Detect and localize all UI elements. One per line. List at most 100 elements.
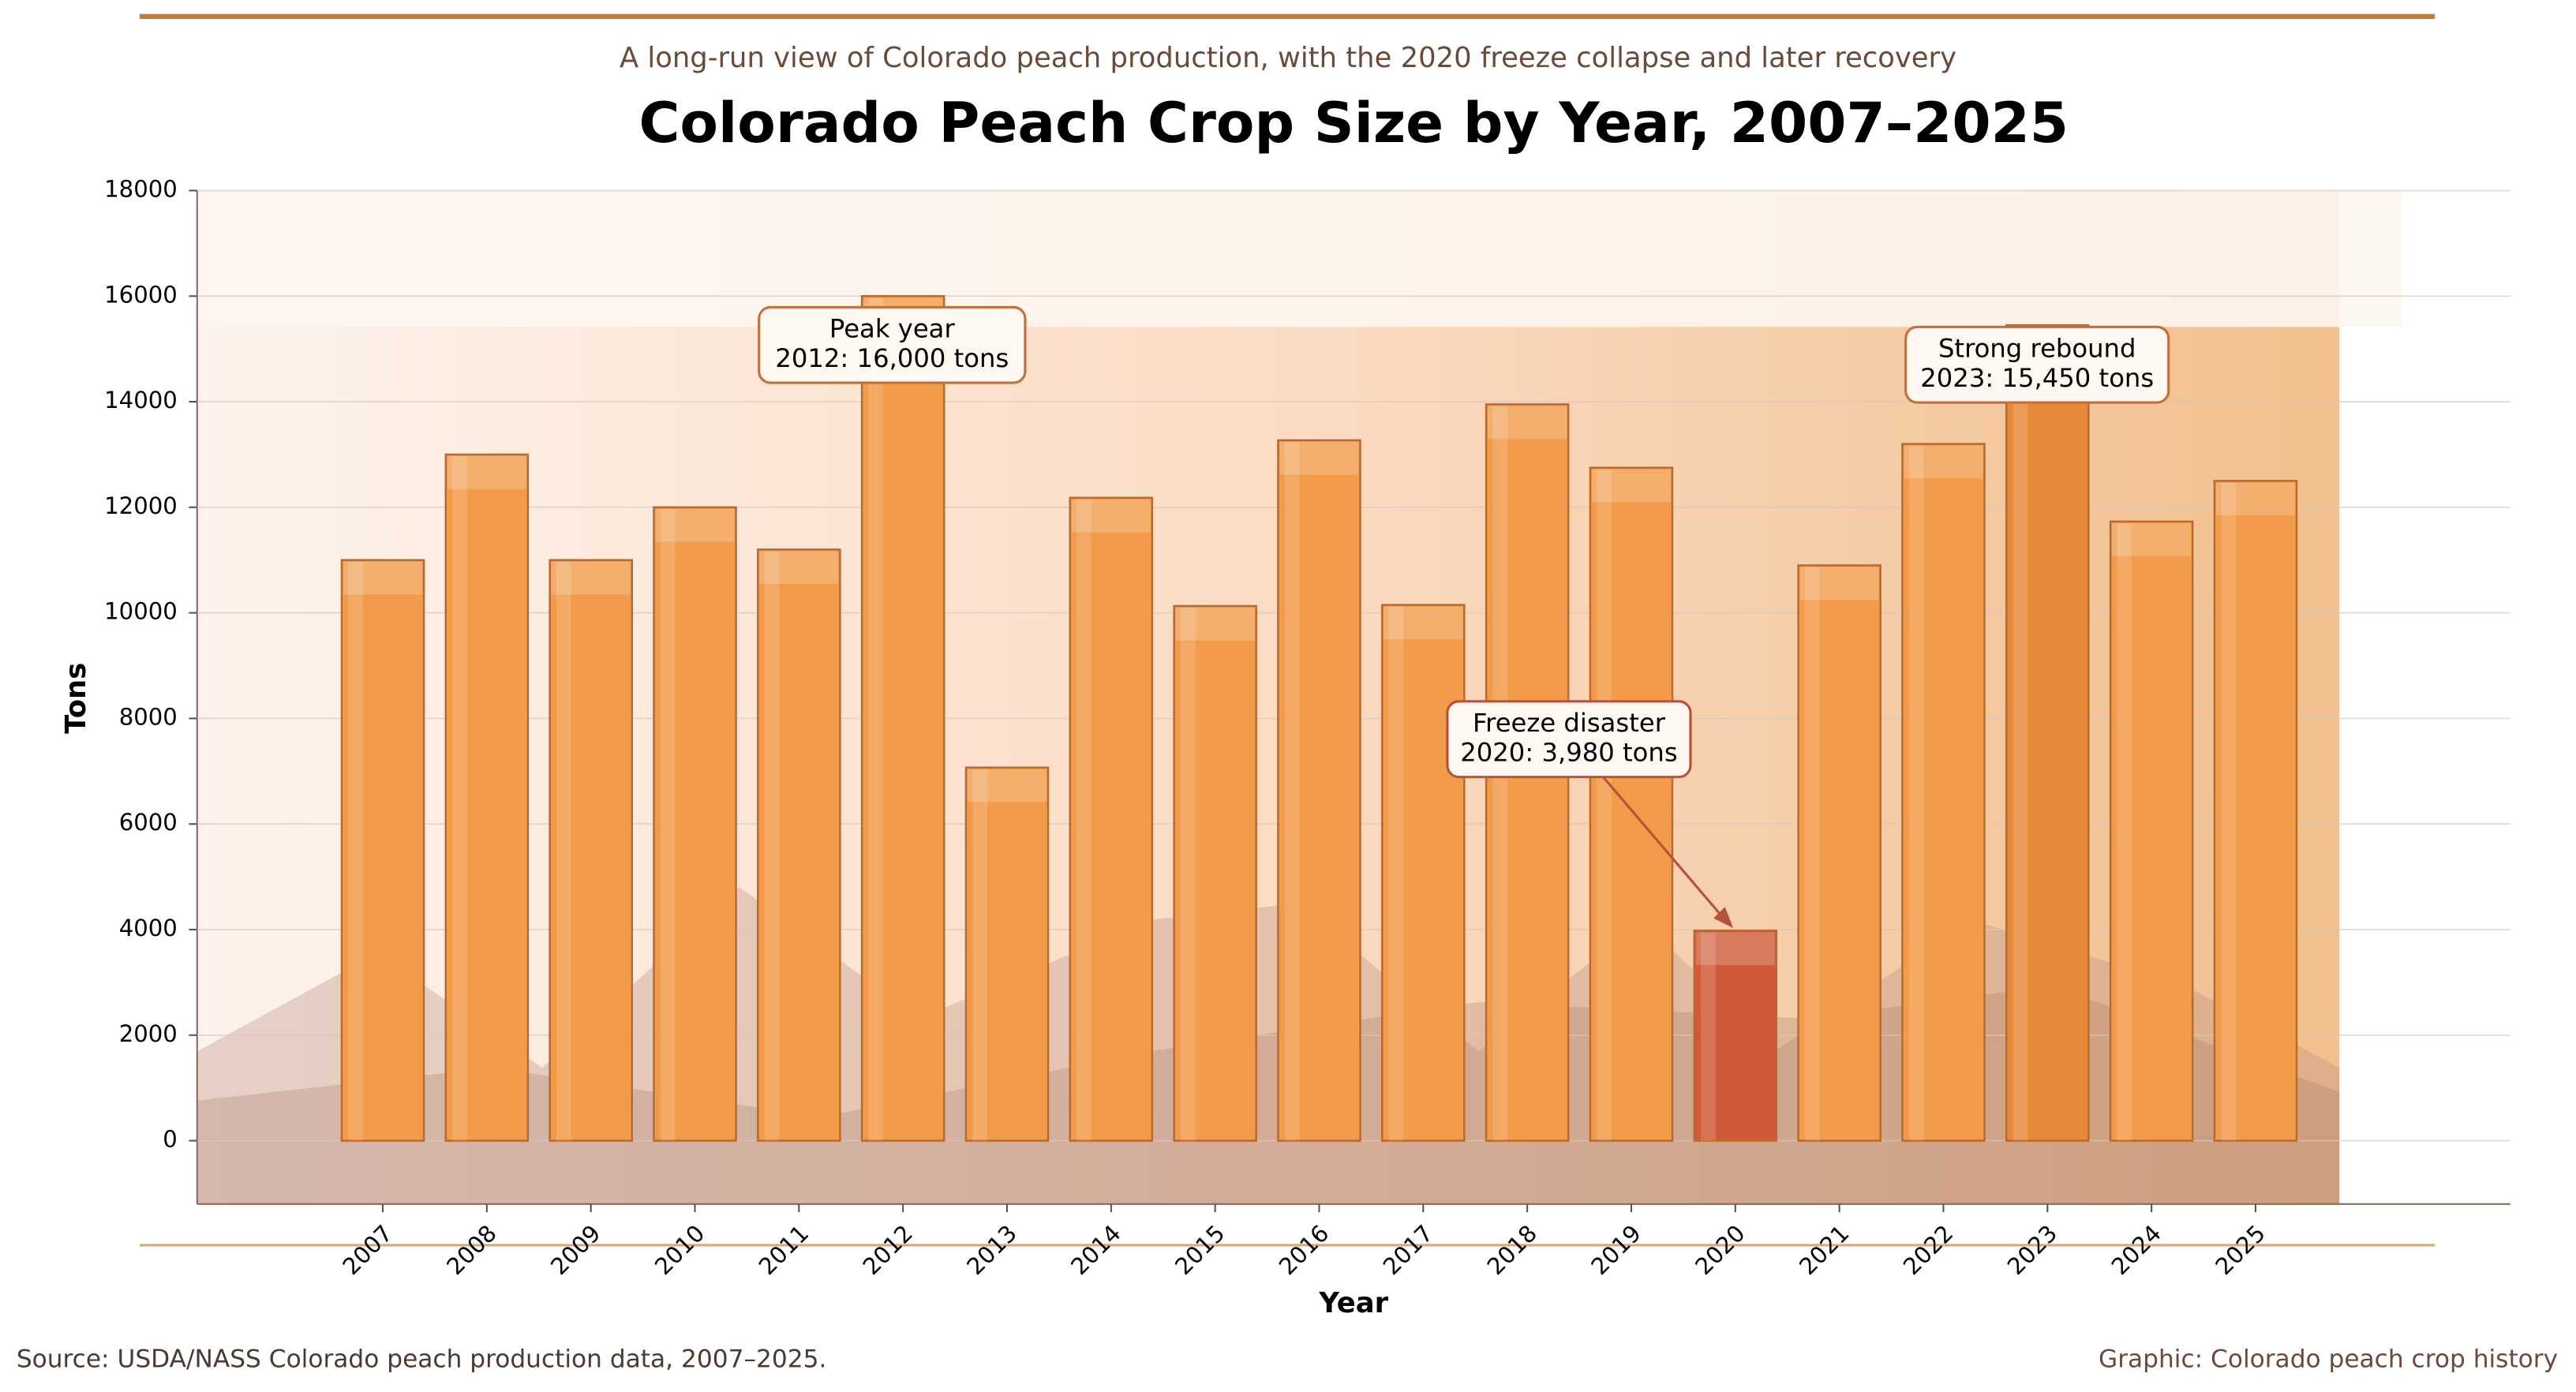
x-tick-label: 2022	[1898, 1220, 1958, 1280]
annotation-text: Strong rebound	[1938, 333, 2136, 363]
x-tick-label: 2011	[754, 1220, 814, 1280]
bar-shine	[1908, 445, 1924, 1141]
y-tick-label: 2000	[119, 1020, 178, 1047]
annotation-text: 2012: 16,000 tons	[775, 343, 1009, 373]
sky-band	[197, 190, 2402, 327]
bar-highlight	[2112, 522, 2192, 556]
bar	[757, 548, 841, 1142]
bar-highlight	[655, 508, 735, 542]
bar	[1381, 604, 1466, 1142]
bar-shine	[2221, 482, 2236, 1141]
annotation-box	[1446, 700, 1692, 779]
x-tick-label: 2016	[1274, 1220, 1334, 1280]
x-tick-label: 2020	[1690, 1220, 1750, 1280]
bar-shine	[2012, 327, 2028, 1141]
bar	[340, 559, 425, 1142]
x-tick-label: 2023	[2002, 1220, 2062, 1280]
x-tick-label: 2008	[441, 1220, 501, 1280]
bar-shine	[1180, 608, 1196, 1141]
bar-highlight	[1071, 499, 1151, 533]
bar-highlight	[2215, 482, 2295, 516]
bar-shine	[1804, 567, 1820, 1141]
x-tick-label: 2017	[1378, 1220, 1438, 1280]
x-tick-label: 2014	[1065, 1220, 1125, 1280]
bar-highlight	[1695, 932, 1775, 966]
x-tick-label: 2024	[2106, 1220, 2166, 1280]
bar-shine	[1076, 499, 1091, 1141]
annotation-text: Freeze disaster	[1473, 708, 1666, 738]
bar	[1069, 496, 1154, 1142]
x-axis-label: Year	[1318, 1287, 1388, 1319]
bar-shine	[452, 456, 467, 1141]
bar	[653, 506, 737, 1142]
bar	[2109, 520, 2194, 1142]
y-tick-label: 6000	[119, 809, 178, 836]
annotation-text: 2023: 15,450 tons	[1920, 363, 2154, 393]
x-tick-label: 2012	[858, 1220, 918, 1280]
source: Source: USDA/NASS Colorado peach product…	[17, 1345, 827, 1374]
bar-highlight	[551, 561, 631, 595]
bar-shine	[1284, 441, 1300, 1141]
y-tick-label: 18000	[104, 175, 178, 202]
bar-shine	[1388, 606, 1404, 1141]
x-tick-label: 2009	[545, 1220, 605, 1280]
bar-shine	[348, 561, 364, 1141]
bar-shine	[1597, 469, 1612, 1141]
y-tick-label: 0	[163, 1126, 178, 1153]
bar	[444, 453, 530, 1142]
bar-shine	[972, 769, 988, 1141]
bar-highlight	[759, 551, 839, 585]
bar-highlight	[1799, 567, 1879, 601]
chart-title: Colorado Peach Crop Size by Year, 2007–2…	[638, 90, 2069, 155]
x-tick-label: 2010	[650, 1220, 710, 1280]
y-tick-label: 12000	[104, 492, 178, 519]
bar	[549, 559, 633, 1142]
bar	[1589, 466, 1674, 1142]
y-axis-label: Tons	[60, 663, 92, 734]
bar-shine	[2117, 522, 2132, 1141]
bar	[964, 766, 1050, 1142]
bar-highlight	[1592, 469, 1671, 503]
bar-highlight	[343, 561, 422, 595]
annotation-text: Peak year	[829, 313, 956, 343]
bar-highlight	[968, 769, 1046, 803]
x-tick-label: 2019	[1586, 1220, 1646, 1280]
bar	[860, 295, 945, 1142]
bar	[2005, 324, 2090, 1142]
bar-shine	[556, 561, 571, 1141]
credit: Graphic: Colorado peach crop history	[2099, 1345, 2558, 1374]
subtitle: A long-run view of Colorado peach produc…	[620, 42, 1956, 74]
y-tick-label: 14000	[104, 387, 178, 413]
bar-shine	[660, 508, 676, 1141]
bar-highlight	[447, 456, 526, 489]
bar	[1901, 443, 1986, 1142]
arrow-head	[1713, 907, 1734, 929]
x-tick-label: 2018	[1482, 1220, 1542, 1280]
y-tick-label: 8000	[119, 703, 178, 730]
bar-highlight	[1904, 445, 1983, 479]
x-tick-label: 2025	[2210, 1220, 2270, 1280]
y-tick-label: 16000	[104, 281, 178, 308]
x-tick-label: 2007	[337, 1220, 397, 1280]
y-tick-label: 4000	[119, 915, 178, 941]
x-tick-label: 2015	[1170, 1220, 1230, 1280]
bar-shine	[1701, 932, 1716, 1141]
bar-shine	[868, 297, 884, 1141]
bar	[2213, 480, 2298, 1142]
bar-highlight	[1488, 406, 1567, 440]
x-tick-label: 2013	[961, 1220, 1021, 1280]
bar	[1693, 930, 1778, 1142]
bar	[1797, 564, 1881, 1142]
bar-shine	[764, 551, 780, 1141]
bar	[1173, 604, 1257, 1142]
annotation-box	[1904, 325, 2170, 404]
annotation-text: 2020: 3,980 tons	[1460, 737, 1677, 767]
annotation-arrow	[1601, 774, 1726, 921]
annotation-box	[758, 305, 1027, 384]
bar-highlight	[1383, 606, 1463, 640]
y-tick-label: 10000	[104, 598, 178, 625]
x-tick-label: 2021	[1794, 1220, 1854, 1280]
bar	[1277, 439, 1361, 1142]
bar-highlight	[1175, 608, 1255, 641]
